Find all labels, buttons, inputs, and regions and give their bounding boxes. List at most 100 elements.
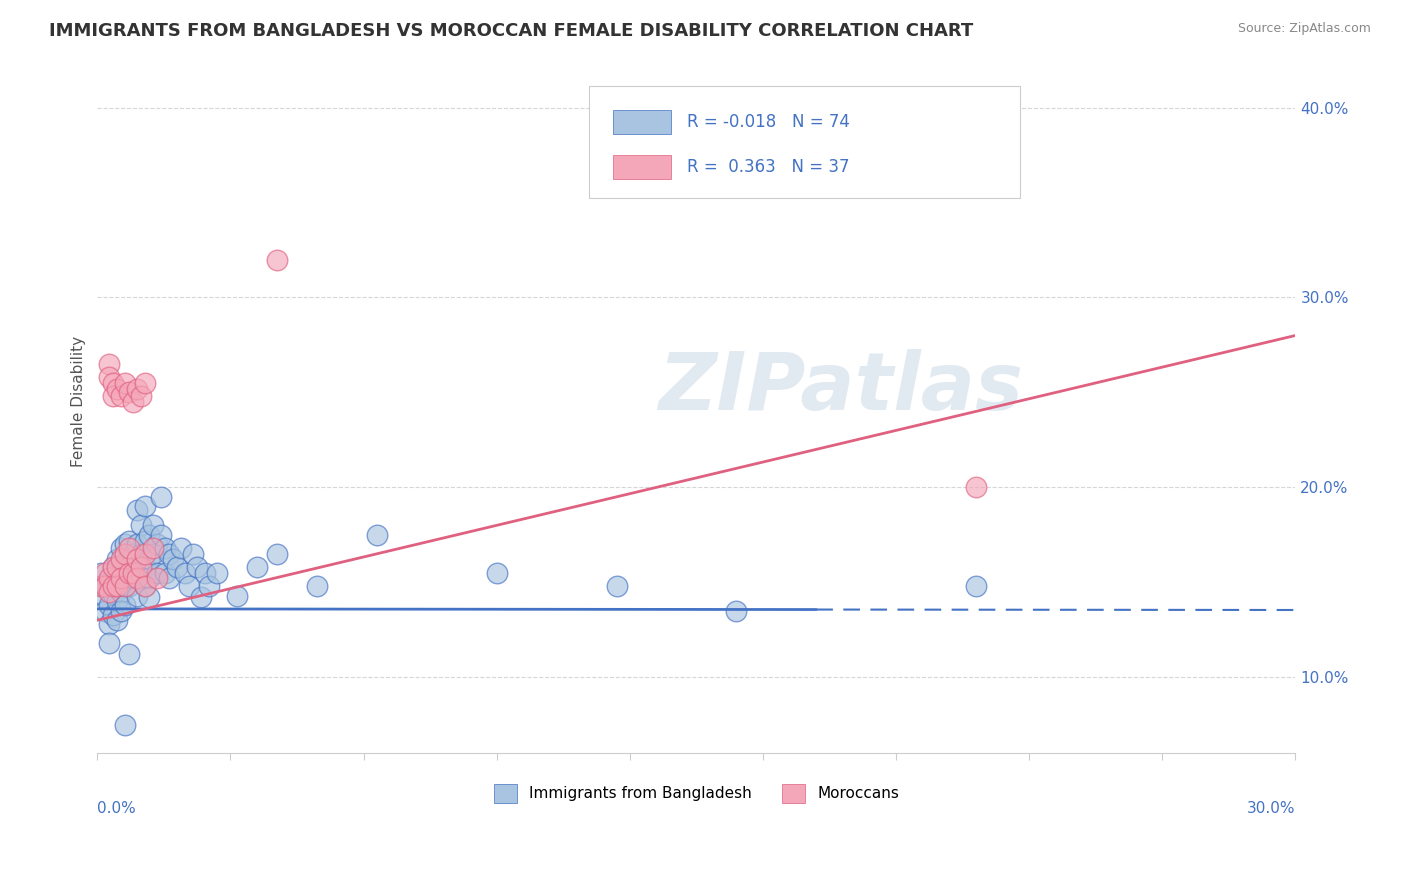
Point bbox=[150, 490, 173, 504]
Point bbox=[134, 560, 156, 574]
FancyBboxPatch shape bbox=[589, 86, 1019, 198]
Point bbox=[110, 572, 132, 586]
Point bbox=[142, 547, 165, 561]
Point bbox=[129, 389, 152, 403]
Point bbox=[114, 537, 136, 551]
Point bbox=[305, 579, 328, 593]
Legend: Immigrants from Bangladesh, Moroccans: Immigrants from Bangladesh, Moroccans bbox=[488, 778, 905, 809]
Point bbox=[90, 566, 112, 580]
Point bbox=[198, 579, 221, 593]
Point bbox=[110, 604, 132, 618]
Point bbox=[118, 541, 141, 555]
Point bbox=[90, 579, 112, 593]
Point bbox=[194, 566, 217, 580]
Point bbox=[105, 594, 128, 608]
Point bbox=[98, 584, 121, 599]
Point bbox=[179, 579, 201, 593]
Point bbox=[266, 547, 288, 561]
Point bbox=[127, 503, 149, 517]
Point bbox=[142, 541, 165, 555]
Text: R = -0.018   N = 74: R = -0.018 N = 74 bbox=[686, 113, 849, 131]
Point bbox=[103, 579, 125, 593]
Point bbox=[110, 541, 132, 555]
Point bbox=[127, 537, 149, 551]
Text: Source: ZipAtlas.com: Source: ZipAtlas.com bbox=[1237, 22, 1371, 36]
Point bbox=[181, 547, 204, 561]
Point bbox=[94, 579, 117, 593]
Point bbox=[105, 552, 128, 566]
Point bbox=[103, 607, 125, 622]
Point bbox=[118, 579, 141, 593]
FancyBboxPatch shape bbox=[613, 111, 671, 135]
Point bbox=[105, 613, 128, 627]
Point bbox=[118, 560, 141, 574]
Point bbox=[114, 717, 136, 731]
Text: 30.0%: 30.0% bbox=[1247, 801, 1295, 815]
Point bbox=[94, 591, 117, 605]
Point bbox=[127, 552, 149, 566]
Point bbox=[94, 604, 117, 618]
Point bbox=[118, 385, 141, 400]
Text: ZIPatlas: ZIPatlas bbox=[658, 349, 1022, 427]
Point bbox=[155, 566, 177, 580]
Point bbox=[142, 518, 165, 533]
Point bbox=[122, 572, 145, 586]
Point bbox=[118, 648, 141, 662]
Point bbox=[226, 589, 249, 603]
Point bbox=[162, 552, 184, 566]
Point bbox=[138, 591, 160, 605]
Point bbox=[129, 547, 152, 561]
Point bbox=[129, 518, 152, 533]
Point bbox=[134, 533, 156, 548]
Point bbox=[366, 528, 388, 542]
Point bbox=[166, 560, 188, 574]
Point bbox=[114, 556, 136, 570]
Point bbox=[606, 579, 628, 593]
Point bbox=[94, 566, 117, 580]
Point bbox=[98, 357, 121, 371]
Point bbox=[174, 566, 197, 580]
Point bbox=[114, 547, 136, 561]
Point bbox=[122, 395, 145, 409]
Point bbox=[98, 575, 121, 590]
Point bbox=[122, 566, 145, 580]
Point bbox=[266, 252, 288, 267]
Point bbox=[114, 376, 136, 390]
Point bbox=[965, 579, 987, 593]
Text: 0.0%: 0.0% bbox=[97, 801, 136, 815]
Point bbox=[205, 566, 228, 580]
Point bbox=[90, 579, 112, 593]
Point bbox=[127, 572, 149, 586]
Point bbox=[155, 541, 177, 555]
Point bbox=[98, 617, 121, 632]
Point bbox=[98, 370, 121, 384]
Point bbox=[122, 547, 145, 561]
Point bbox=[965, 480, 987, 494]
Point bbox=[138, 528, 160, 542]
Point bbox=[134, 579, 156, 593]
Point bbox=[138, 572, 160, 586]
Point bbox=[134, 500, 156, 514]
Point bbox=[186, 560, 208, 574]
Point bbox=[118, 533, 141, 548]
Point bbox=[725, 604, 748, 618]
Point bbox=[134, 579, 156, 593]
Point bbox=[157, 547, 180, 561]
Point bbox=[103, 560, 125, 574]
Point bbox=[114, 598, 136, 612]
Point bbox=[127, 382, 149, 396]
Point bbox=[246, 560, 269, 574]
Point bbox=[110, 389, 132, 403]
Point bbox=[98, 572, 121, 586]
Point bbox=[105, 572, 128, 586]
Point bbox=[134, 547, 156, 561]
Point bbox=[138, 552, 160, 566]
Point bbox=[105, 560, 128, 574]
Point bbox=[103, 376, 125, 390]
Point bbox=[146, 572, 169, 586]
Point bbox=[146, 537, 169, 551]
Point bbox=[485, 566, 508, 580]
FancyBboxPatch shape bbox=[613, 154, 671, 178]
Point bbox=[114, 579, 136, 593]
Point bbox=[118, 566, 141, 580]
